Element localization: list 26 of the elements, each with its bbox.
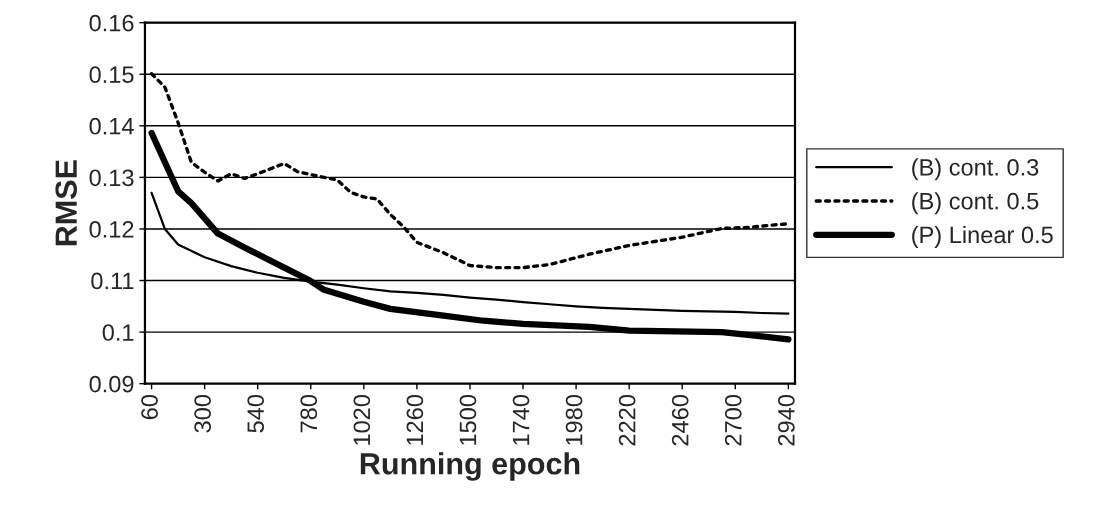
x-tick-label: 60 [141, 394, 158, 420]
y-tick-label: 0.16 [89, 14, 134, 32]
x-tick-label: 1260 [406, 394, 424, 445]
x-tick-label: 300 [194, 394, 211, 433]
y-axis-title: RMSE [55, 160, 77, 246]
legend-label: (P) Linear 0.5 [912, 225, 1053, 248]
y-tick-label: 0.09 [89, 375, 134, 393]
legend-label: (B) cont. 0.3 [912, 158, 1039, 181]
x-tick-label: 2220 [618, 394, 636, 446]
y-tick-label: 0.1 [102, 324, 134, 341]
x-tick-label: 2700 [724, 394, 742, 446]
y-tick-label: 0.12 [89, 221, 134, 238]
y-tick-label: 0.15 [89, 66, 134, 84]
x-tick-label: 2460 [671, 394, 689, 446]
x-tick-label: 1980 [565, 394, 583, 445]
y-tick-label: 0.11 [91, 272, 134, 290]
y-tick-label: 0.13 [89, 169, 134, 187]
y-tick-label: 0.14 [89, 117, 134, 135]
x-axis-title: Running epoch [360, 452, 580, 481]
x-tick-label: 540 [247, 394, 265, 433]
legend-label: (B) cont. 0.5 [912, 192, 1039, 215]
x-tick-label: 780 [300, 394, 318, 433]
x-tick-label: 1020 [353, 394, 371, 445]
x-tick-label: 1740 [512, 394, 530, 445]
x-tick-label: 2940 [777, 394, 795, 446]
x-tick-label: 1500 [459, 394, 477, 445]
